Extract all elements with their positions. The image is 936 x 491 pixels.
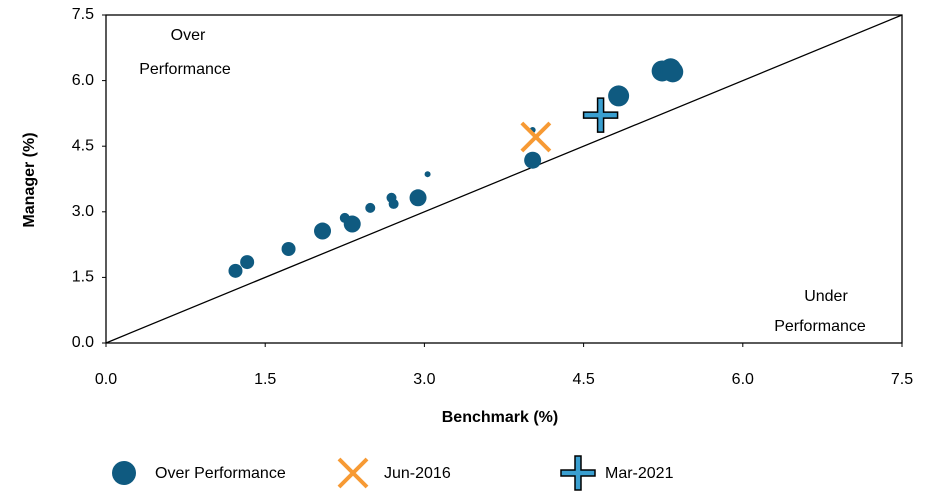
plus-marker: [582, 97, 619, 133]
legend-label: Over Performance: [155, 465, 286, 482]
bubble: [281, 241, 296, 256]
bubble: [388, 198, 399, 209]
y-tick-label: 0.0: [72, 334, 94, 351]
x-tick-label: 3.0: [413, 371, 435, 388]
legend-label: Mar-2021: [605, 465, 674, 482]
annotation: Performance: [774, 318, 866, 335]
bubble: [524, 151, 542, 169]
x-tick-label: 4.5: [572, 371, 594, 388]
y-tick-label: 7.5: [72, 6, 94, 23]
y-tick-label: 4.5: [72, 137, 94, 154]
annotation: Performance: [139, 61, 231, 78]
annotation: Under: [804, 288, 848, 305]
bubble: [365, 202, 376, 213]
x-tick-label: 0.0: [95, 371, 117, 388]
x-tick-label: 7.5: [891, 371, 913, 388]
x-marker: [520, 121, 552, 153]
y-tick-label: 1.5: [72, 269, 94, 286]
legend-marker: [112, 461, 136, 485]
y-tick-label: 6.0: [72, 72, 94, 89]
bubble: [608, 85, 630, 107]
bubble: [228, 263, 243, 278]
y-tick-label: 3.0: [72, 203, 94, 220]
plot-frame: [105, 14, 903, 344]
legend-label: Jun-2016: [384, 465, 451, 482]
x-tick-label: 1.5: [254, 371, 276, 388]
x-axis-label: Benchmark (%): [442, 409, 558, 426]
reference-line: [105, 14, 903, 344]
legend-marker: [560, 455, 596, 491]
bubble: [424, 171, 431, 178]
y-axis-label: Manager (%): [21, 132, 38, 227]
legend-marker: [337, 457, 369, 489]
x-tick-label: 6.0: [732, 371, 754, 388]
bubble: [343, 215, 361, 233]
bubble: [314, 222, 332, 240]
bubble: [240, 255, 255, 270]
bubble: [409, 189, 427, 207]
annotation: Over: [171, 27, 206, 44]
bubble: [662, 61, 684, 83]
